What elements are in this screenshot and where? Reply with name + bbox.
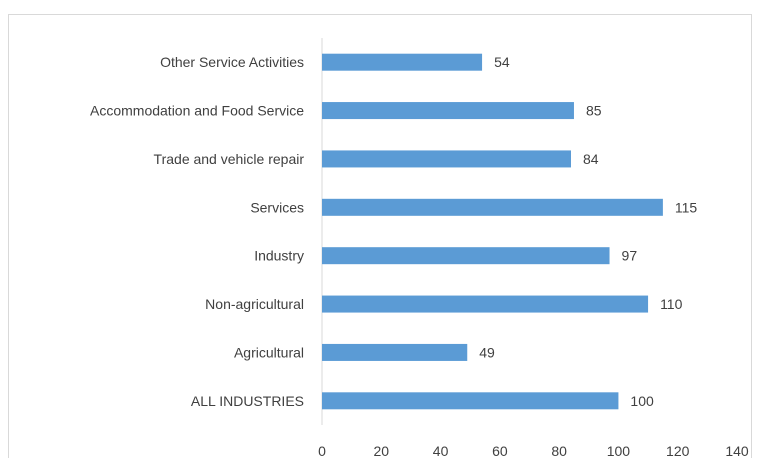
category-label: ALL INDUSTRIES <box>191 393 304 409</box>
bar <box>322 247 610 265</box>
data-label: 100 <box>630 393 654 409</box>
chart-area <box>8 14 752 458</box>
category-label: Accommodation and Food Service <box>90 103 304 119</box>
data-label: 85 <box>586 103 602 119</box>
bar <box>322 53 483 71</box>
bar <box>322 295 649 313</box>
x-tick-label: 0 <box>318 443 326 459</box>
data-label: 84 <box>583 151 599 167</box>
x-tick-label: 40 <box>433 443 449 459</box>
category-label: Non-agricultural <box>205 296 304 312</box>
data-label: 49 <box>479 344 495 360</box>
bar <box>322 198 663 216</box>
x-tick-label: 60 <box>492 443 508 459</box>
category-label: Services <box>250 199 304 215</box>
data-label: 110 <box>660 296 683 312</box>
x-tick-label: 120 <box>666 443 690 459</box>
x-tick-label: 20 <box>373 443 389 459</box>
bar <box>322 102 574 120</box>
category-label: Other Service Activities <box>160 54 304 70</box>
category-label: Industry <box>254 248 304 264</box>
x-tick-label: 140 <box>725 443 749 459</box>
bar <box>322 150 571 168</box>
category-label: Trade and vehicle repair <box>154 151 305 167</box>
bar <box>322 343 468 361</box>
data-label: 97 <box>622 248 638 264</box>
x-tick-label: 80 <box>551 443 567 459</box>
category-label: Agricultural <box>234 344 304 360</box>
data-label: 54 <box>494 54 510 70</box>
bar <box>322 392 619 410</box>
x-tick-label: 100 <box>607 443 631 459</box>
data-label: 115 <box>675 199 698 215</box>
